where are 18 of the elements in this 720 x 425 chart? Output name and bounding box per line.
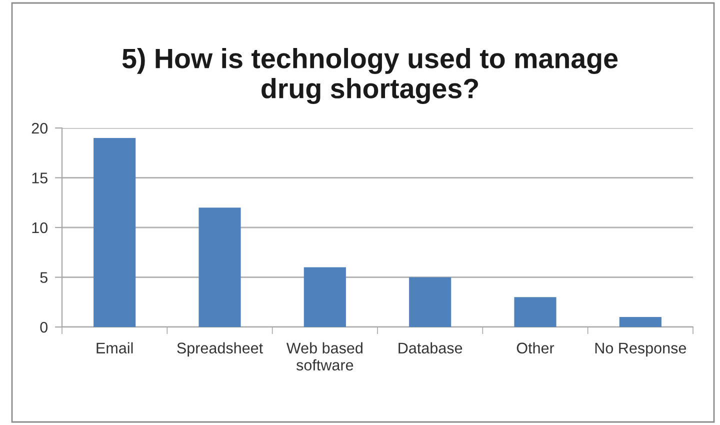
x-tick-label: Spreadsheet [177, 342, 263, 357]
y-tick-label: 10 [32, 222, 48, 234]
y-tick-label: 15 [32, 172, 48, 184]
x-tick-label: No Response [595, 342, 686, 357]
bar [94, 138, 136, 327]
y-tick-label: 5 [40, 272, 48, 283]
x-tick-label: Email [96, 342, 133, 354]
bar [304, 267, 346, 327]
x-tick-label: Other [516, 342, 554, 354]
bar [198, 208, 241, 327]
x-tick-label: Database [398, 342, 462, 354]
chart-title: 5) How is technology used to manage drug shortages? [122, 48, 618, 104]
y-tick-label: 20 [32, 122, 48, 134]
bar [409, 277, 452, 327]
y-tick-label: 0 [40, 322, 48, 333]
x-tick-label: Web based software [286, 342, 362, 371]
bar [619, 317, 662, 327]
bar [514, 297, 556, 327]
